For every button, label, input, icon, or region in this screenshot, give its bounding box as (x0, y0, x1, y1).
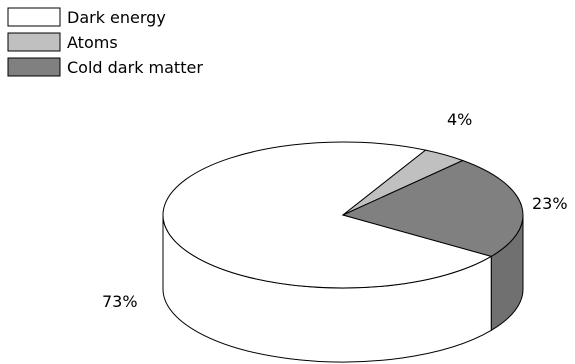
legend-swatch-atoms (7, 32, 61, 52)
legend-item-cold-dark-matter: Cold dark matter (7, 57, 203, 77)
pie-label-dark-energy: 73% (102, 292, 138, 311)
legend: Dark energy Atoms Cold dark matter (7, 7, 203, 77)
pie-label-cold-dark-matter: 23% (532, 194, 568, 213)
legend-label-cold-dark-matter: Cold dark matter (67, 58, 203, 77)
legend-label-dark-energy: Dark energy (67, 8, 166, 27)
legend-label-atoms: Atoms (67, 33, 118, 52)
legend-swatch-cold-dark-matter (7, 57, 61, 77)
legend-swatch-dark-energy (7, 7, 61, 27)
pie-slice-dark-energy (162, 141, 493, 289)
pie-slice-cold-dark-matter (341, 159, 524, 257)
legend-item-dark-energy: Dark energy (7, 7, 166, 27)
legend-item-atoms: Atoms (7, 32, 118, 52)
pie-top (162, 141, 524, 289)
pie-labels: 73% 4% 23% (102, 110, 568, 311)
pie-label-atoms: 4% (447, 110, 472, 129)
